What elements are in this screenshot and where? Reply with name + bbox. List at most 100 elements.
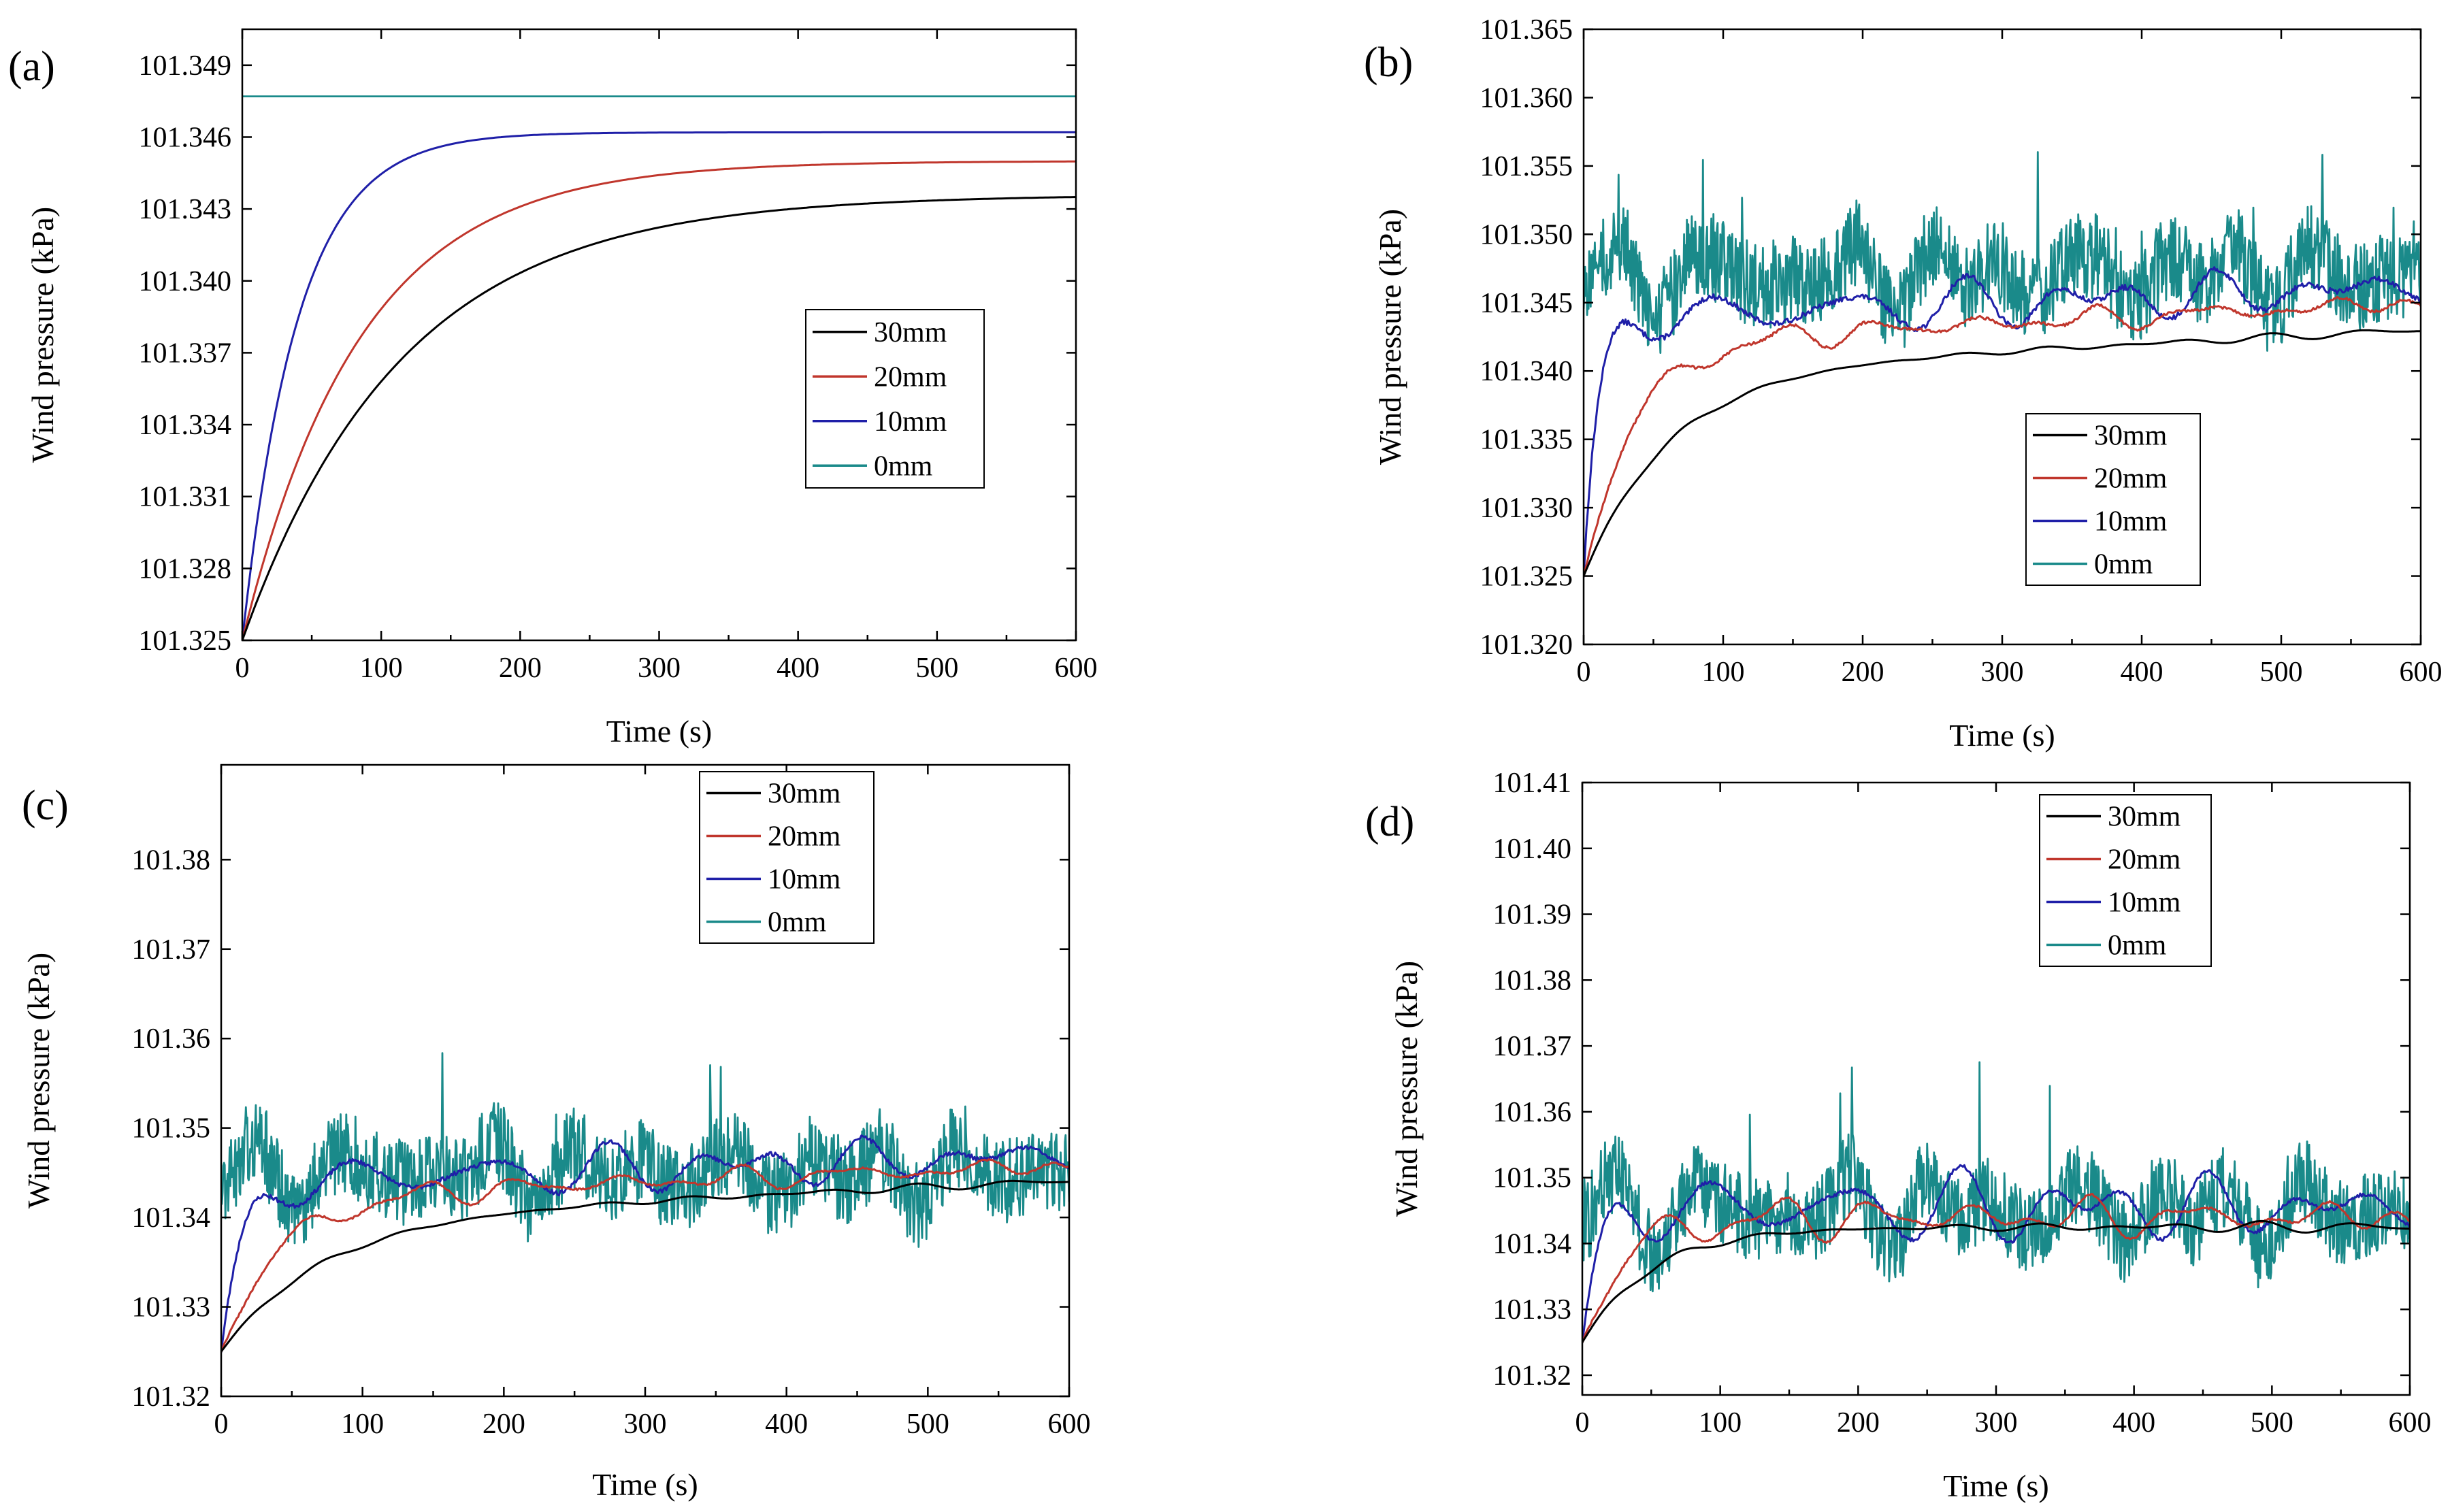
x-tick-label: 0 [1575,1407,1590,1439]
chart-panel-3: 0 100 200 300 400 500 600 101.32 101.33 101.34 101… [1365,768,2432,1503]
x-tick-label: 500 [2260,657,2303,688]
legend-box [805,309,985,489]
series-line-30mm [242,196,1076,640]
plot-area [1584,151,2421,578]
x-tick-label: 100 [1699,1407,1742,1439]
x-tick-label: 300 [1981,657,2024,688]
y-tick-label: 101.41 [1493,768,1572,799]
plot-area [242,95,1076,640]
legend-label-20mm: 20mm [768,821,841,853]
legend-label-0mm: 0mm [2108,930,2167,962]
x-tick-label: 100 [1702,657,1745,688]
legend-label-10mm: 10mm [2108,887,2181,919]
x-tick-label: 500 [915,653,958,684]
legend-label-30mm: 30mm [2108,802,2181,833]
series-line-30mm [1584,329,2421,577]
panel-label: (c) [22,783,69,829]
plot-frame [1581,781,2411,1396]
series-line-30mm [221,1179,1069,1353]
legend-box [2039,794,2212,967]
series-line-10mm [1584,266,2421,578]
legend-label-30mm: 30mm [874,317,947,348]
x-tick-label: 200 [1842,657,1884,688]
legend-label-0mm: 0mm [2094,549,2153,580]
x-tick-label: 500 [906,1409,949,1440]
legend: 30mm 20mm 10mm 0mm [805,309,985,489]
y-tick-label: 101.34 [1493,1228,1572,1260]
y-tick-label: 101.345 [1480,288,1573,319]
panel-label: (b) [1364,39,1413,86]
y-tick-label: 101.334 [139,410,232,441]
y-tick-label: 101.360 [1480,82,1573,114]
chart-panel-0: 0 100 200 300 400 500 600 101.325 101.328 101.331… [8,28,1098,749]
y-tick-label: 101.325 [1480,561,1573,593]
y-tick-label: 101.349 [139,50,232,82]
y-tick-label: 101.38 [132,844,211,876]
y-tick-label: 101.35 [1493,1163,1572,1194]
legend-label-10mm: 10mm [2094,506,2168,538]
y-axis-title: Wind pressure (kPa) [1373,209,1407,465]
y-tick-label: 101.39 [1493,900,1572,931]
legend-box [2025,413,2201,586]
y-tick-label: 101.340 [139,266,232,297]
x-tick-label: 600 [1055,653,1098,684]
x-axis-title: Time (s) [1943,1468,2049,1503]
y-tick-label: 101.36 [132,1023,211,1055]
legend-label-0mm: 0mm [874,450,933,482]
series-line-0mm [1584,151,2421,354]
y-axis-title: Wind pressure (kPa) [1389,961,1424,1217]
y-tick-label: 101.343 [139,194,232,225]
y-tick-label: 101.350 [1480,219,1573,250]
series-line-20mm [1584,295,2421,577]
y-tick-label: 101.37 [132,934,211,966]
x-tick-label: 300 [624,1409,667,1440]
legend-label-20mm: 20mm [2108,844,2181,876]
y-tick-label: 101.325 [139,625,232,657]
x-tick-label: 600 [2400,657,2443,688]
panel-label: (d) [1365,799,1414,845]
x-tick-label: 200 [1837,1407,1880,1439]
y-tick-label: 101.38 [1493,965,1572,996]
x-tick-label: 100 [360,653,403,684]
series-line-20mm [1582,1193,2410,1343]
x-tick-label: 300 [638,653,681,684]
x-axis-title: Time (s) [592,1467,698,1502]
series-line-20mm [242,160,1076,640]
chart-panel-2: 0 100 200 300 400 500 600 101.32 101.33 101.34 101… [21,763,1091,1502]
legend-label-0mm: 0mm [768,907,827,938]
plot-area [1582,1061,2410,1344]
y-tick-label: 101.340 [1480,356,1573,387]
y-tick-label: 101.33 [132,1292,211,1324]
y-tick-label: 101.34 [132,1202,211,1234]
y-tick-label: 101.40 [1493,834,1572,865]
y-tick-label: 101.330 [1480,493,1573,524]
x-tick-label: 300 [1975,1407,2018,1439]
x-tick-label: 200 [483,1409,525,1440]
y-tick-label: 101.33 [1493,1294,1572,1326]
plot-frame [220,763,1071,1398]
legend: 30mm 20mm 10mm 0mm [699,771,875,944]
series-line-20mm [221,1158,1069,1353]
y-tick-label: 101.365 [1480,14,1573,46]
y-tick-label: 101.355 [1480,151,1573,182]
y-axis-title: Wind pressure (kPa) [25,207,60,463]
y-tick-label: 101.32 [1493,1360,1572,1392]
series-line-0mm [221,1052,1069,1248]
y-tick-label: 101.320 [1480,629,1573,661]
y-tick-label: 101.335 [1480,425,1573,456]
x-axis-title: Time (s) [606,714,713,749]
y-tick-label: 101.337 [139,338,232,369]
x-tick-label: 400 [777,653,819,684]
y-tick-label: 101.36 [1493,1097,1572,1128]
series-line-30mm [1582,1219,2410,1343]
legend: 30mm 20mm 10mm 0mm [2025,413,2201,586]
y-tick-label: 101.32 [132,1381,211,1413]
legend-label-30mm: 30mm [768,778,841,810]
y-tick-label: 101.37 [1493,1031,1572,1062]
legend: 30mm 20mm 10mm 0mm [2039,794,2212,967]
x-tick-label: 600 [1048,1409,1091,1440]
y-tick-label: 101.331 [139,482,232,513]
x-tick-label: 0 [1577,657,1591,688]
series-line-10mm [242,131,1076,640]
